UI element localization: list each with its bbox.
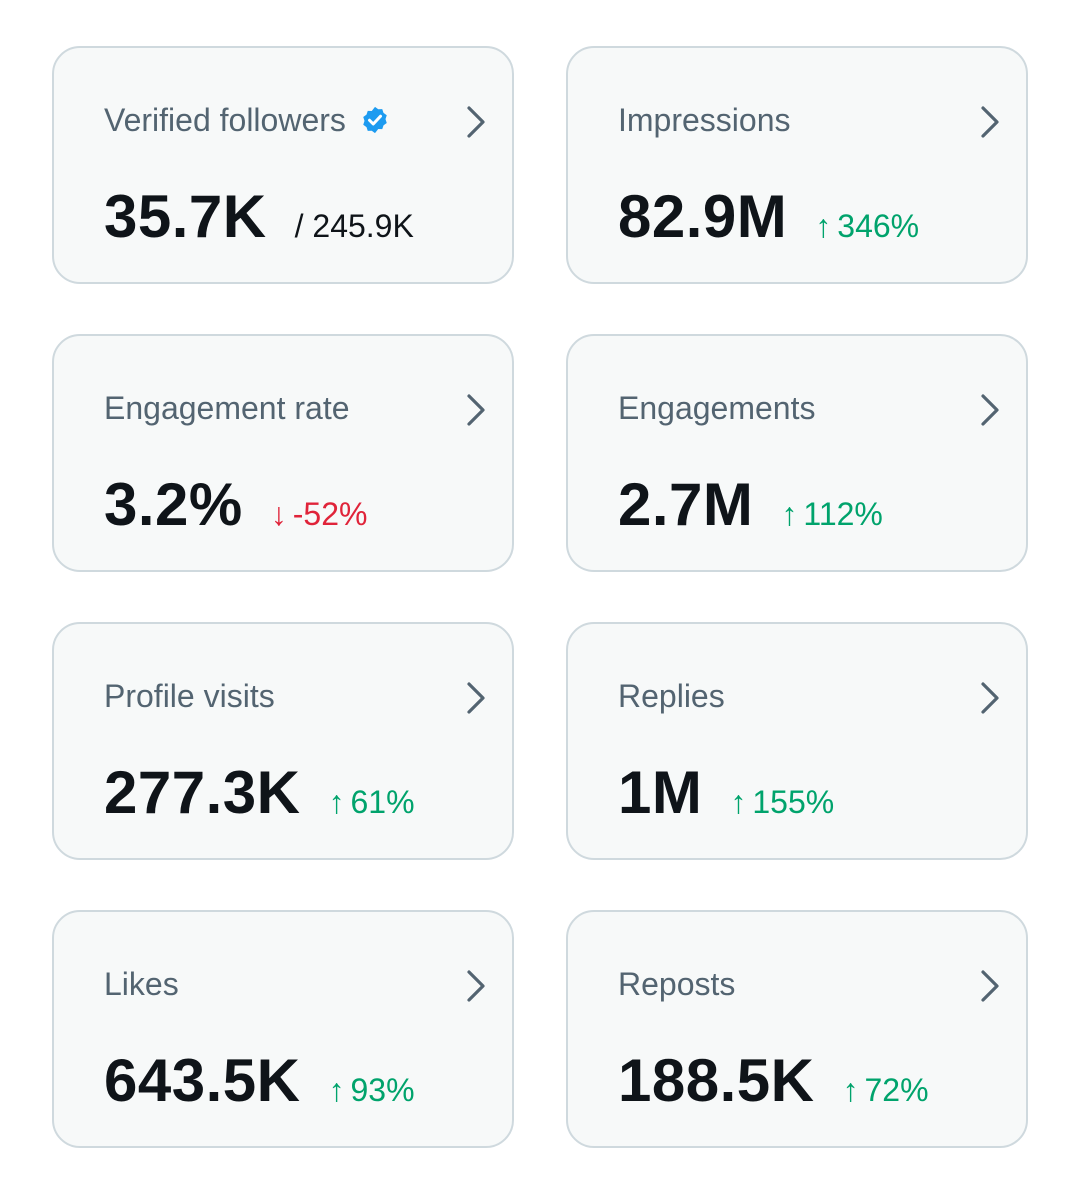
profile-visits-card[interactable]: Profile visits 277.3K ↑ 61% <box>52 622 514 860</box>
card-title-row: Likes <box>104 964 179 1004</box>
card-title-row: Verified followers <box>104 100 390 140</box>
arrow-up-icon: ↑ <box>781 496 798 532</box>
metric-value: 2.7M <box>618 471 754 538</box>
chevron-right-icon <box>981 394 999 426</box>
card-title: Profile visits <box>104 678 275 714</box>
card-title-row: Impressions <box>618 100 791 140</box>
metric-delta: ↑ 155% <box>730 784 834 821</box>
metric-value: 643.5K <box>104 1047 301 1114</box>
metric-delta: ↑ 93% <box>328 1072 414 1109</box>
value-row: 188.5K ↑ 72% <box>618 1046 929 1116</box>
metric-delta: ↑ 112% <box>781 496 882 533</box>
chevron-right-icon <box>981 106 999 138</box>
metric-delta: ↓ -52% <box>271 496 368 533</box>
value-row: 35.7K / 245.9K <box>104 182 414 252</box>
delta-value: 61% <box>350 784 415 820</box>
metric-value: 82.9M <box>618 183 788 250</box>
arrow-up-icon: ↑ <box>730 784 747 820</box>
delta-value: 93% <box>350 1072 415 1108</box>
delta-value: 155% <box>752 784 835 820</box>
metric-delta: ↑ 346% <box>815 208 919 245</box>
verified-followers-card[interactable]: Verified followers 35.7K / 245.9K <box>52 46 514 284</box>
value-row: 643.5K ↑ 93% <box>104 1046 415 1116</box>
metric-value: 188.5K <box>618 1047 815 1114</box>
arrow-up-icon: ↑ <box>815 208 832 244</box>
metric-value: 35.7K <box>104 183 267 250</box>
arrow-up-icon: ↑ <box>328 784 345 820</box>
replies-card[interactable]: Replies 1M ↑ 155% <box>566 622 1028 860</box>
chevron-right-icon <box>467 106 485 138</box>
value-row: 277.3K ↑ 61% <box>104 758 415 828</box>
value-row: 1M ↑ 155% <box>618 758 834 828</box>
metric-value: 277.3K <box>104 759 301 826</box>
card-title-row: Profile visits <box>104 676 275 716</box>
card-title-row: Reposts <box>618 964 735 1004</box>
delta-value: -52% <box>292 496 368 532</box>
metric-delta: ↑ 72% <box>842 1072 928 1109</box>
arrow-down-icon: ↓ <box>270 496 287 532</box>
engagement-rate-card[interactable]: Engagement rate 3.2% ↓ -52% <box>52 334 514 572</box>
chevron-right-icon <box>981 970 999 1002</box>
arrow-up-icon: ↑ <box>842 1072 859 1108</box>
delta-value: 72% <box>864 1072 929 1108</box>
chevron-right-icon <box>467 682 485 714</box>
card-title: Impressions <box>618 102 791 138</box>
card-title: Verified followers <box>104 102 346 138</box>
card-title: Engagements <box>618 390 816 426</box>
card-title-row: Engagements <box>618 388 815 428</box>
metric-value: 1M <box>618 759 703 826</box>
delta-value: 346% <box>837 208 920 244</box>
engagements-card[interactable]: Engagements 2.7M ↑ 112% <box>566 334 1028 572</box>
reposts-card[interactable]: Reposts 188.5K ↑ 72% <box>566 910 1028 1148</box>
chevron-right-icon <box>467 970 485 1002</box>
value-row: 3.2% ↓ -52% <box>104 470 367 540</box>
metric-total: / 245.9K <box>294 208 414 244</box>
impressions-card[interactable]: Impressions 82.9M ↑ 346% <box>566 46 1028 284</box>
verified-badge-icon <box>363 106 387 134</box>
metric-value: 3.2% <box>104 471 243 538</box>
likes-card[interactable]: Likes 643.5K ↑ 93% <box>52 910 514 1148</box>
card-title: Engagement rate <box>104 390 350 426</box>
chevron-right-icon <box>467 394 485 426</box>
delta-value: 112% <box>803 496 883 532</box>
card-title: Replies <box>618 678 725 714</box>
arrow-up-icon: ↑ <box>328 1072 345 1108</box>
card-title: Reposts <box>618 966 736 1002</box>
analytics-card-grid: Verified followers 35.7K / 245.9K Impres… <box>52 46 1028 1148</box>
card-title-row: Engagement rate <box>104 388 350 428</box>
value-row: 2.7M ↑ 112% <box>618 470 883 540</box>
metric-delta: ↑ 61% <box>328 784 414 821</box>
chevron-right-icon <box>981 682 999 714</box>
value-row: 82.9M ↑ 346% <box>618 182 919 252</box>
card-title-row: Replies <box>618 676 725 716</box>
card-title: Likes <box>104 966 179 1002</box>
